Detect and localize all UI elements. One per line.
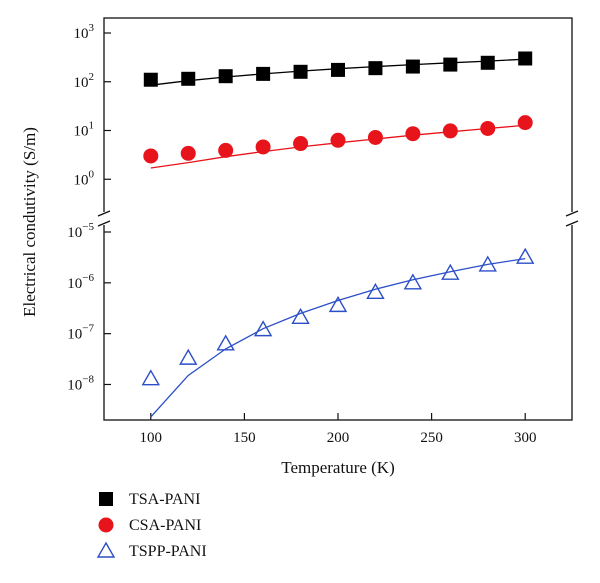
y-tick-label: 10−8 — [67, 373, 94, 393]
data-point — [478, 255, 497, 272]
y-tick-label: 100 — [74, 168, 95, 188]
data-point — [367, 129, 383, 145]
fit-lines — [150, 58, 526, 418]
fit-line — [150, 257, 526, 418]
data-point — [293, 136, 309, 152]
x-tick-label: 100 — [140, 430, 163, 446]
x-tick-label: 200 — [327, 430, 350, 446]
legend-label: CSA-PANI — [129, 517, 201, 534]
data-point — [179, 348, 198, 365]
x-tick-label: 150 — [233, 430, 256, 446]
data-point — [180, 145, 196, 161]
data-point — [442, 123, 458, 139]
legend-marker — [99, 492, 113, 506]
data-point — [518, 51, 533, 66]
axis-break-mark — [565, 220, 579, 227]
y-tick-label: 101 — [74, 120, 95, 140]
data-point — [368, 61, 383, 76]
y-tick-label: 10−5 — [67, 221, 94, 241]
legend-marker — [96, 541, 116, 558]
y-tick-label: 103 — [74, 22, 95, 42]
data-point — [328, 295, 348, 313]
data-point — [443, 57, 458, 72]
data-point — [480, 120, 496, 136]
data-point — [291, 307, 310, 324]
x-tick-label: 250 — [420, 430, 443, 446]
data-point — [480, 55, 495, 70]
data-point — [218, 69, 233, 84]
legend-label: TSA-PANI — [129, 491, 200, 508]
axis-break-mark — [97, 220, 111, 227]
data-point — [253, 320, 273, 337]
axis-ticks: 100 150 200 250 300 100 101 102 103 10−8 10−7 10−6 1… — [67, 22, 536, 446]
data-point — [330, 132, 346, 148]
legend: TSA-PANI CSA-PANI TSPP-PANI — [96, 491, 207, 560]
data-point — [517, 115, 533, 131]
plot-frame — [103, 17, 573, 421]
data-point — [366, 282, 385, 300]
data-point — [441, 263, 460, 280]
data-points — [141, 51, 535, 386]
data-point — [515, 247, 535, 264]
data-point — [293, 64, 308, 79]
axis-break-mark — [565, 210, 579, 217]
data-point — [143, 72, 158, 87]
data-point — [331, 62, 345, 77]
axis-break — [97, 210, 579, 227]
data-point — [218, 142, 234, 158]
data-point — [403, 273, 423, 290]
legend-label: TSPP-PANI — [129, 543, 207, 560]
data-point — [255, 139, 271, 155]
data-point — [405, 126, 421, 142]
x-axis-title: Temperature (K) — [281, 458, 395, 477]
y-tick-label: 102 — [74, 71, 95, 91]
data-point — [256, 66, 271, 81]
data-point — [143, 148, 159, 164]
data-point — [141, 369, 161, 386]
data-point — [216, 334, 235, 351]
x-tick-label: 300 — [514, 430, 537, 446]
y-axis-title: Electrical condutivity (S/m) — [20, 127, 39, 317]
legend-marker — [98, 517, 114, 533]
y-tick-label: 10−7 — [67, 323, 94, 343]
data-point — [405, 59, 420, 74]
y-tick-label: 10−6 — [67, 272, 94, 292]
axis-break-mark — [97, 210, 111, 217]
data-point — [181, 71, 196, 86]
